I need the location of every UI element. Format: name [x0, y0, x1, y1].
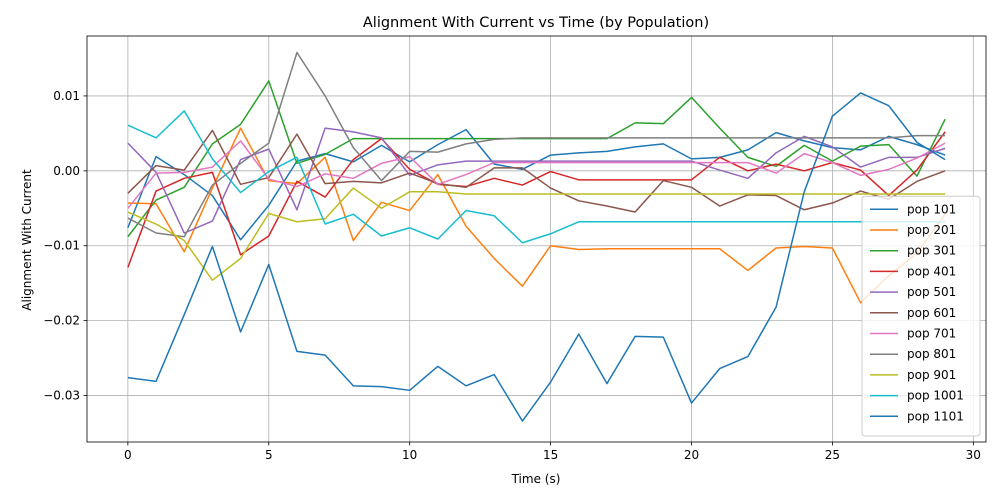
- y-tick-label: −0.02: [43, 314, 80, 328]
- x-axis-title: Time (s): [511, 472, 561, 486]
- legend-label: pop 901: [907, 368, 956, 382]
- x-tick-label: 15: [543, 448, 558, 462]
- legend-label: pop 801: [907, 347, 956, 361]
- legend-label: pop 601: [907, 306, 956, 320]
- legend-label: pop 1101: [907, 409, 964, 423]
- series-line-pop-1001: [127, 110, 946, 244]
- series-line-pop-601: [127, 129, 946, 213]
- y-tick-label: 0.00: [53, 164, 80, 178]
- y-tick-label: 0.01: [53, 89, 80, 103]
- plot-area-frame: [86, 35, 987, 443]
- chart-title: Alignment With Current vs Time (by Popul…: [363, 15, 709, 31]
- gridlines: [87, 36, 986, 442]
- series-line-pop-901: [127, 187, 946, 281]
- x-tick-label: 20: [684, 448, 699, 462]
- y-tick-label: −0.03: [43, 389, 80, 403]
- y-axis-title: Alignment With Current: [20, 169, 34, 311]
- legend-box: [861, 195, 981, 437]
- series-line-pop-701: [127, 140, 946, 209]
- x-tick-label: 0: [124, 448, 132, 462]
- legend-label: pop 101: [907, 202, 956, 216]
- legend-label: pop 201: [907, 223, 956, 237]
- legend-label: pop 301: [907, 244, 956, 258]
- legend-label: pop 701: [907, 327, 956, 341]
- series-line-pop-1101: [127, 92, 946, 422]
- series-lines: [127, 51, 946, 422]
- x-tick-label: 30: [966, 448, 981, 462]
- legend: pop 101 pop 201 pop 301 pop 401 pop 501 pop 6…: [861, 195, 981, 437]
- legend-label: pop 1001: [907, 389, 964, 403]
- axis-ticks: 0 5 10 15 20 25 30 −0.03 −0.02 −0.01 0.00 0.01: [43, 89, 981, 462]
- series-line-pop-801: [127, 51, 946, 238]
- x-tick-label: 10: [402, 448, 417, 462]
- y-tick-label: −0.01: [43, 239, 80, 253]
- x-tick-label: 5: [265, 448, 273, 462]
- legend-label: pop 401: [907, 264, 956, 278]
- x-tick-label: 25: [825, 448, 840, 462]
- legend-label: pop 501: [907, 285, 956, 299]
